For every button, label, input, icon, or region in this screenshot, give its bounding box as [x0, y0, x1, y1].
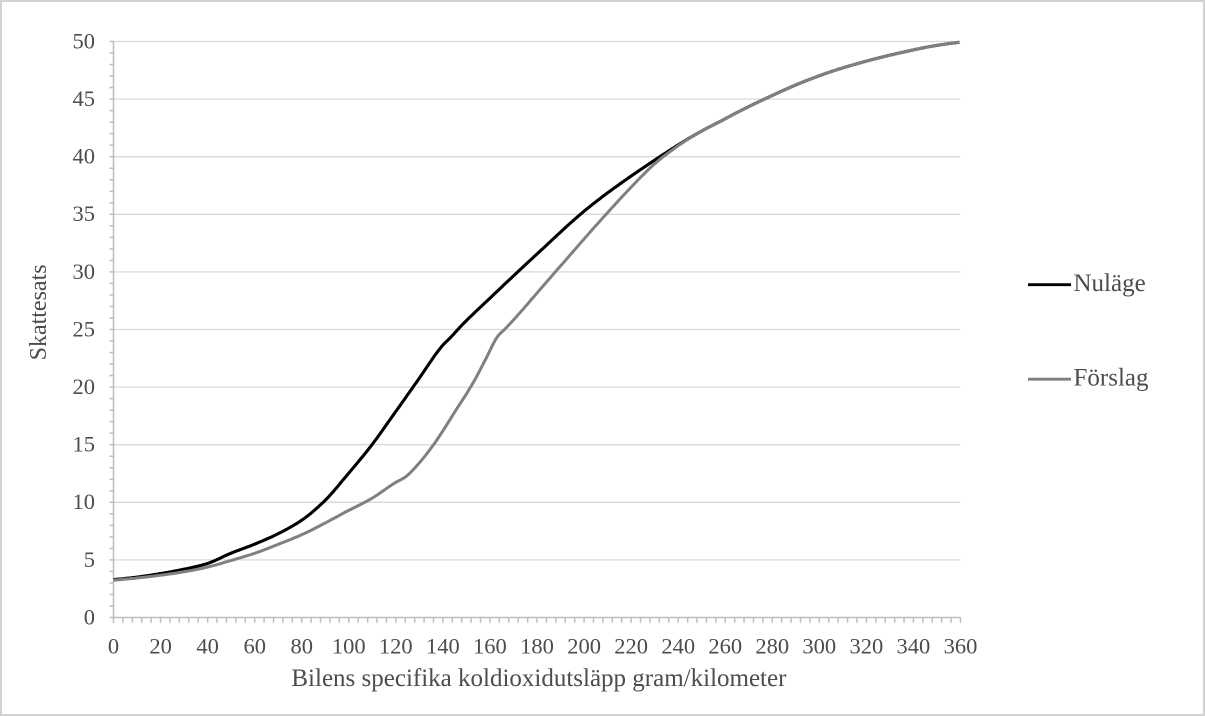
svg-text:15: 15: [73, 432, 96, 457]
svg-text:0: 0: [84, 604, 95, 629]
svg-text:Bilens specifika koldioxidutsl: Bilens specifika koldioxidutsläpp gram/k…: [291, 665, 787, 692]
svg-text:200: 200: [567, 634, 601, 659]
svg-text:60: 60: [243, 634, 266, 659]
svg-text:300: 300: [802, 634, 836, 659]
svg-text:160: 160: [473, 634, 507, 659]
svg-text:30: 30: [73, 259, 96, 284]
svg-text:20: 20: [149, 634, 172, 659]
svg-text:340: 340: [897, 634, 931, 659]
svg-text:Nuläge: Nuläge: [1074, 270, 1146, 297]
svg-text:220: 220: [614, 634, 648, 659]
svg-text:0: 0: [108, 634, 119, 659]
svg-text:120: 120: [379, 634, 413, 659]
svg-text:40: 40: [196, 634, 219, 659]
svg-text:10: 10: [73, 489, 96, 514]
svg-text:320: 320: [850, 634, 884, 659]
svg-text:5: 5: [84, 547, 95, 572]
svg-text:140: 140: [426, 634, 460, 659]
svg-text:240: 240: [661, 634, 695, 659]
svg-text:260: 260: [708, 634, 742, 659]
svg-text:180: 180: [520, 634, 554, 659]
svg-text:35: 35: [73, 201, 96, 226]
svg-text:40: 40: [73, 144, 96, 169]
svg-text:Skattesats: Skattesats: [26, 264, 52, 360]
svg-text:50: 50: [73, 28, 96, 53]
svg-text:80: 80: [290, 634, 313, 659]
svg-text:20: 20: [73, 374, 96, 399]
svg-text:360: 360: [944, 634, 978, 659]
svg-text:100: 100: [332, 634, 366, 659]
svg-text:280: 280: [755, 634, 789, 659]
svg-text:25: 25: [73, 316, 96, 341]
svg-text:45: 45: [73, 86, 96, 111]
svg-text:Förslag: Förslag: [1074, 364, 1150, 391]
